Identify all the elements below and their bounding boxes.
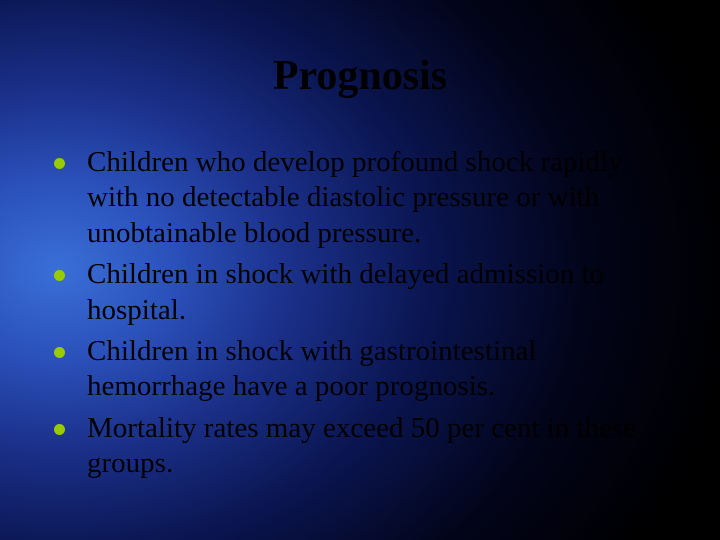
bullet-icon bbox=[54, 347, 65, 358]
slide: Prognosis Children who develop profound … bbox=[0, 0, 720, 540]
bullet-icon bbox=[54, 270, 65, 281]
bullet-icon bbox=[54, 158, 65, 169]
list-item: Children in shock with delayed admission… bbox=[54, 257, 676, 328]
bullet-icon bbox=[54, 424, 65, 435]
slide-content: Children who develop profound shock rapi… bbox=[54, 145, 676, 487]
bullet-text: Mortality rates may exceed 50 per cent i… bbox=[87, 411, 676, 482]
bullet-text: Children in shock with delayed admission… bbox=[87, 257, 676, 328]
slide-title: Prognosis bbox=[0, 52, 720, 100]
bullet-text: Children who develop profound shock rapi… bbox=[87, 145, 676, 251]
list-item: Children in shock with gastrointestinal … bbox=[54, 334, 676, 405]
bullet-text: Children in shock with gastrointestinal … bbox=[87, 334, 676, 405]
list-item: Mortality rates may exceed 50 per cent i… bbox=[54, 411, 676, 482]
list-item: Children who develop profound shock rapi… bbox=[54, 145, 676, 251]
